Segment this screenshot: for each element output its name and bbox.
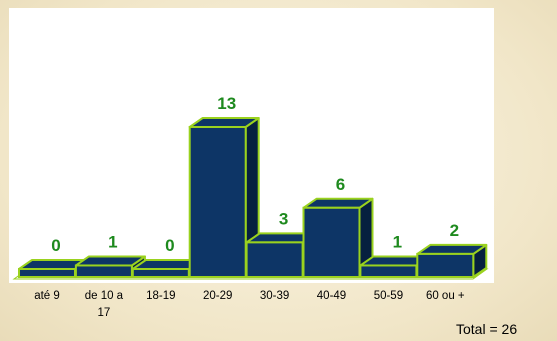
data-label: 0: [165, 236, 174, 255]
data-label: 0: [51, 236, 60, 255]
bar-top: [188, 117, 260, 128]
x-tick-label: 18-19: [146, 290, 175, 302]
x-tick-label: 50-59: [374, 290, 403, 302]
x-tick-label: 40-49: [317, 290, 346, 302]
data-label: 2: [450, 221, 459, 240]
bar-series: 0 1 0 13 3 6 1 2: [18, 94, 488, 279]
total-label: Total = 26: [456, 321, 518, 337]
data-label: 3: [279, 209, 288, 228]
data-label: 1: [108, 232, 117, 251]
x-axis-labels: até 9 de 10 a 17 18-19 20-29 30-39 40-49 50-59 6…: [34, 290, 465, 319]
x-tick-label: 20-29: [203, 290, 232, 302]
x-tick-label: até 9: [34, 290, 60, 302]
bar-front: [302, 206, 361, 278]
x-tick-label: de 10 a 17: [85, 290, 124, 319]
bar-front: [74, 264, 133, 279]
bar-front: [359, 264, 418, 279]
x-tick-label: 30-39: [260, 290, 289, 302]
bar-front: [416, 252, 475, 279]
bar-front: [131, 268, 190, 278]
bar-top: [74, 255, 146, 267]
bar: [188, 117, 260, 278]
bar-front: [18, 268, 76, 278]
bar-top: [416, 243, 488, 255]
data-label: 6: [336, 175, 345, 194]
bar: [416, 243, 488, 279]
bar-front: [245, 241, 304, 278]
data-label: 1: [393, 232, 402, 251]
bar-front: [188, 126, 247, 278]
bar-top: [302, 197, 374, 209]
data-label: 13: [217, 94, 236, 113]
bar: [302, 197, 374, 278]
x-tick-label: 60 ou +: [426, 290, 465, 302]
